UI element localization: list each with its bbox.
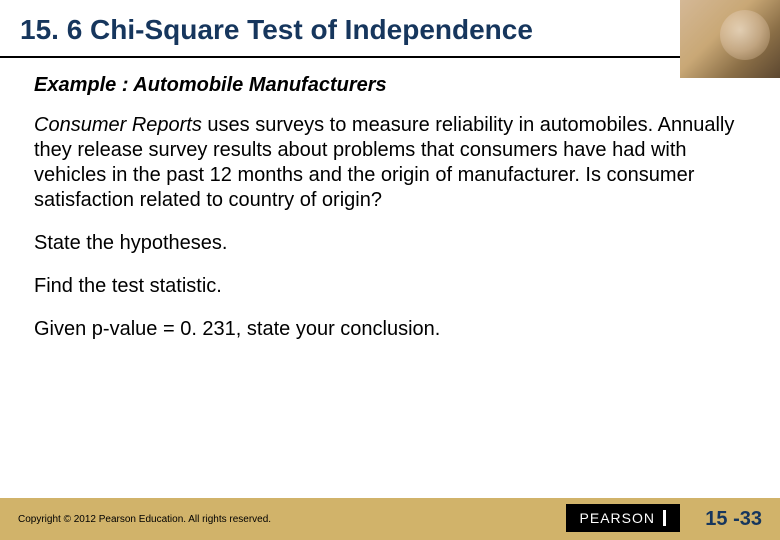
paragraph-2: State the hypotheses. [34,231,746,256]
paragraph-1: Consumer Reports uses surveys to measure… [34,113,746,213]
paragraph-3: Find the test statistic. [34,274,746,299]
consumer-reports-italic: Consumer Reports [34,114,202,136]
copyright-text: Copyright © 2012 Pearson Education. All … [18,514,271,525]
logo-divider-bar [663,510,666,526]
decorative-corner-image [680,0,780,78]
title-bar: 15. 6 Chi-Square Test of Independence [0,0,780,58]
paragraph-4: Given p-value = 0. 231, state your concl… [34,317,746,342]
pearson-logo: PEARSON [566,504,680,532]
slide-content: Example : Automobile Manufacturers Consu… [0,58,780,342]
pearson-brand-text: PEARSON [580,510,655,526]
page-number: 15 -33 [705,508,762,531]
slide-title: 15. 6 Chi-Square Test of Independence [20,14,760,46]
example-heading: Example : Automobile Manufacturers [34,74,746,97]
